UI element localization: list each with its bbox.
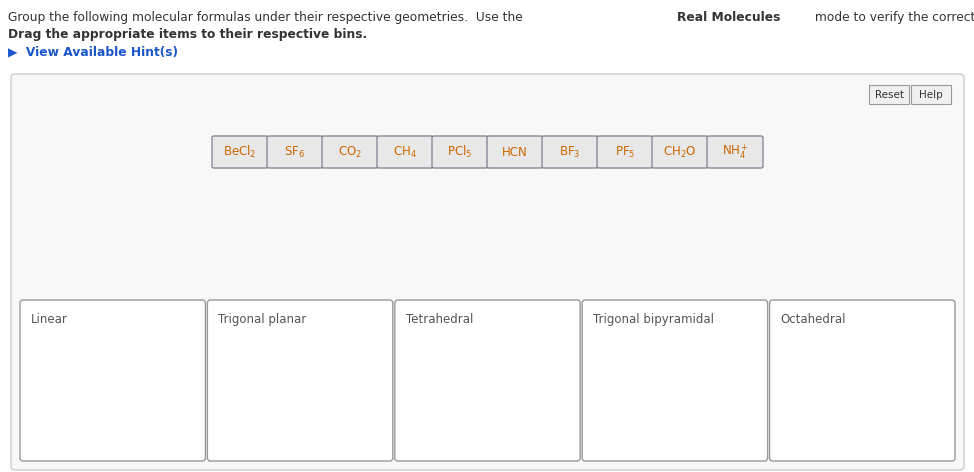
Text: Help: Help	[919, 90, 943, 100]
Text: Linear: Linear	[31, 313, 68, 326]
Text: CO$_2$: CO$_2$	[338, 144, 362, 160]
Text: ▶  View Available Hint(s): ▶ View Available Hint(s)	[8, 46, 178, 59]
Text: PCl$_5$: PCl$_5$	[447, 144, 472, 160]
Text: SF$_6$: SF$_6$	[284, 144, 306, 160]
FancyBboxPatch shape	[322, 136, 378, 168]
Text: Trigonal bipyramidal: Trigonal bipyramidal	[593, 313, 714, 326]
Text: Trigonal planar: Trigonal planar	[218, 313, 307, 326]
Text: mode to verify the correct geometry for select structures.: mode to verify the correct geometry for …	[810, 11, 974, 24]
FancyBboxPatch shape	[377, 136, 433, 168]
Text: BeCl$_2$: BeCl$_2$	[223, 144, 257, 160]
FancyBboxPatch shape	[582, 300, 768, 461]
FancyBboxPatch shape	[432, 136, 488, 168]
Text: BF$_3$: BF$_3$	[559, 144, 581, 160]
Text: CH$_2$O: CH$_2$O	[663, 144, 696, 160]
FancyBboxPatch shape	[707, 136, 763, 168]
Text: NH$_4^+$: NH$_4^+$	[722, 143, 748, 161]
Text: Group the following molecular formulas under their respective geometries.  Use t: Group the following molecular formulas u…	[8, 11, 527, 24]
Text: Reset: Reset	[875, 90, 904, 100]
FancyBboxPatch shape	[394, 300, 581, 461]
FancyBboxPatch shape	[911, 85, 951, 104]
FancyBboxPatch shape	[11, 74, 964, 470]
FancyBboxPatch shape	[20, 300, 206, 461]
FancyBboxPatch shape	[267, 136, 323, 168]
FancyBboxPatch shape	[652, 136, 708, 168]
Text: CH$_4$: CH$_4$	[393, 144, 417, 160]
Text: Octahedral: Octahedral	[780, 313, 846, 326]
Text: Tetrahedral: Tetrahedral	[406, 313, 473, 326]
Text: Real Molecules: Real Molecules	[677, 11, 780, 24]
FancyBboxPatch shape	[597, 136, 653, 168]
Text: HCN: HCN	[503, 145, 528, 159]
FancyBboxPatch shape	[487, 136, 543, 168]
FancyBboxPatch shape	[769, 300, 955, 461]
FancyBboxPatch shape	[542, 136, 598, 168]
FancyBboxPatch shape	[207, 300, 393, 461]
FancyBboxPatch shape	[869, 85, 909, 104]
FancyBboxPatch shape	[212, 136, 268, 168]
Text: PF$_5$: PF$_5$	[615, 144, 635, 160]
Text: Drag the appropriate items to their respective bins.: Drag the appropriate items to their resp…	[8, 28, 367, 41]
